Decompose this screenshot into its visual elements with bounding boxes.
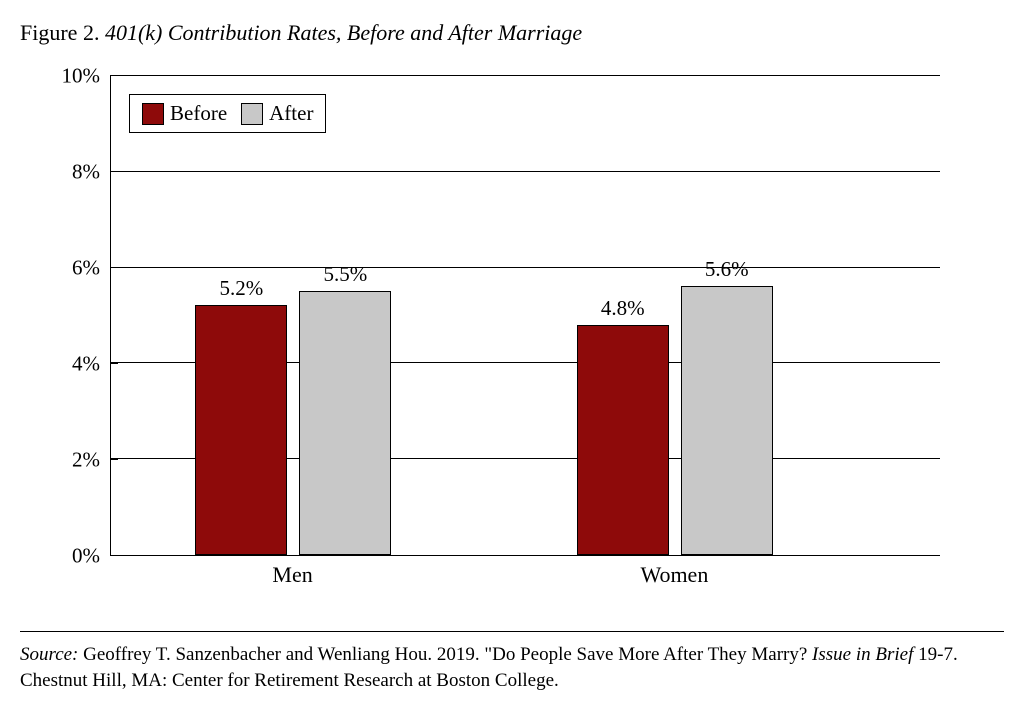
- bar-value-label: 5.5%: [324, 262, 368, 287]
- x-axis-labels: Men Women: [110, 556, 940, 596]
- y-tick-label: 6%: [72, 256, 100, 281]
- legend-swatch: [241, 103, 263, 125]
- legend-swatch: [142, 103, 164, 125]
- y-tick-label: 2%: [72, 448, 100, 473]
- bar: 5.6%: [681, 286, 773, 555]
- gridline: [111, 75, 940, 76]
- x-category-label: Men: [272, 562, 312, 588]
- bar: 4.8%: [577, 325, 669, 555]
- legend-label: After: [269, 101, 313, 126]
- bar-value-label: 5.2%: [220, 276, 264, 301]
- bar-value-label: 5.6%: [705, 257, 749, 282]
- legend-item: Before: [142, 101, 227, 126]
- legend-label: Before: [170, 101, 227, 126]
- figure-title: Figure 2. 401(k) Contribution Rates, Bef…: [20, 20, 1004, 46]
- legend: Before After: [129, 94, 326, 133]
- y-axis: 0%2%4%6%8%10%: [40, 76, 110, 556]
- gridline: [111, 267, 940, 268]
- y-tick-label: 4%: [72, 352, 100, 377]
- y-tick-label: 0%: [72, 544, 100, 569]
- chart-container: 0%2%4%6%8%10% BeforeAfter 5.2%5.5%4.8%5.…: [40, 76, 980, 596]
- figure-name: 401(k) Contribution Rates, Before and Af…: [105, 20, 582, 45]
- source-issue: Issue in Brief: [812, 644, 913, 665]
- legend-item: After: [241, 101, 313, 126]
- x-category-label: Women: [640, 562, 708, 588]
- gridline: [111, 171, 940, 172]
- bar-value-label: 4.8%: [601, 296, 645, 321]
- plot-area: BeforeAfter 5.2%5.5%4.8%5.6%: [110, 76, 940, 556]
- figure-number: Figure 2.: [20, 20, 99, 45]
- bar-group: 5.2%5.5%: [195, 291, 391, 555]
- source-label: Source:: [20, 644, 78, 665]
- source-citation: Source: Geoffrey T. Sanzenbacher and Wen…: [20, 631, 1004, 693]
- source-text-before: Geoffrey T. Sanzenbacher and Wenliang Ho…: [78, 644, 812, 665]
- bar: 5.5%: [299, 291, 391, 555]
- bar-group: 4.8%5.6%: [577, 286, 773, 555]
- y-tick-label: 10%: [62, 64, 101, 89]
- bar: 5.2%: [195, 305, 287, 555]
- y-tick-label: 8%: [72, 160, 100, 185]
